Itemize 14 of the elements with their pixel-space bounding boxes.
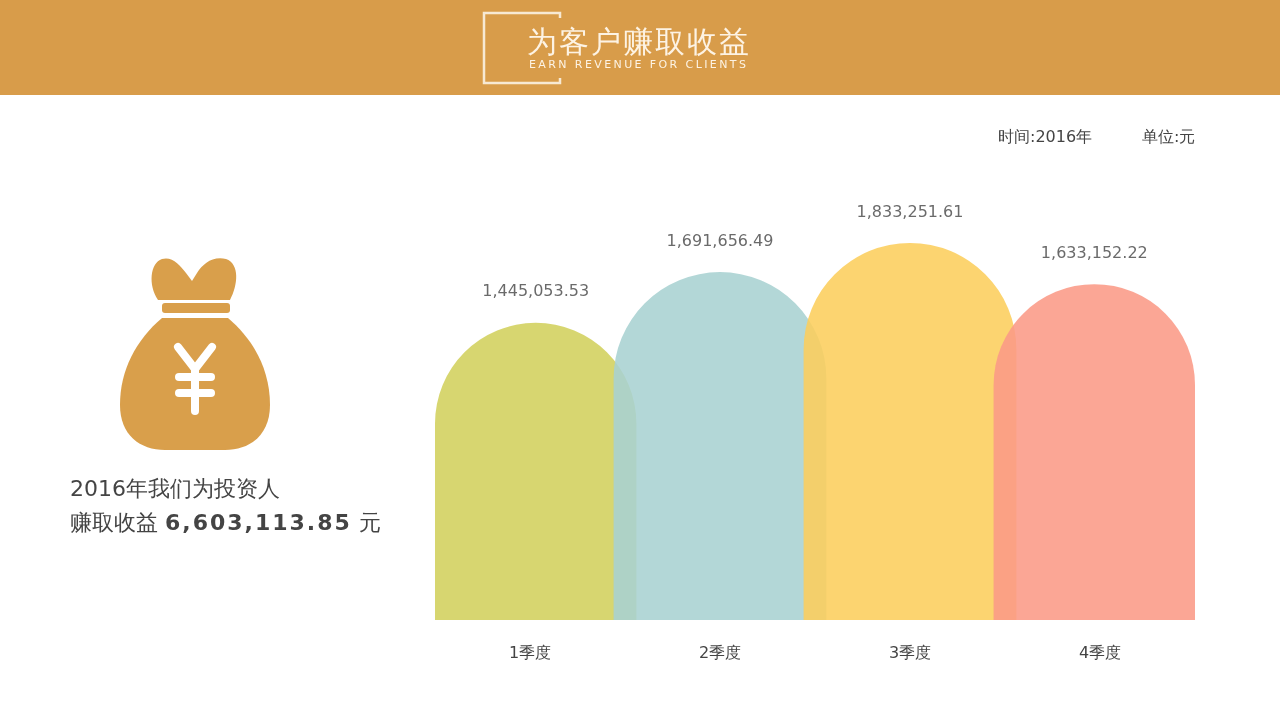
chart-title: 为客户赚取收益 [527,24,751,60]
text: 赚取收益 6,603,113.85 元 [70,509,381,537]
data-label: 1,691,656.49 [666,230,774,250]
x-tick-label: 1季度 [508,642,552,662]
data-label: 1,833,251.61 [856,201,964,221]
x-tick-label: 4季度 [1078,642,1122,662]
data-label: 1,445,053.53 [482,281,590,301]
chart-subtitle: EARN REVENUE FOR CLIENTS [529,58,749,71]
x-tick-label: 2季度 [698,642,742,662]
text: 单位:元 [1142,126,1196,148]
text: 2016年我们为投资人 [70,475,280,503]
x-tick-label: 3季度 [888,642,932,662]
data-label: 1,633,152.22 [1040,242,1148,262]
text: 时间:2016年 [998,126,1093,148]
